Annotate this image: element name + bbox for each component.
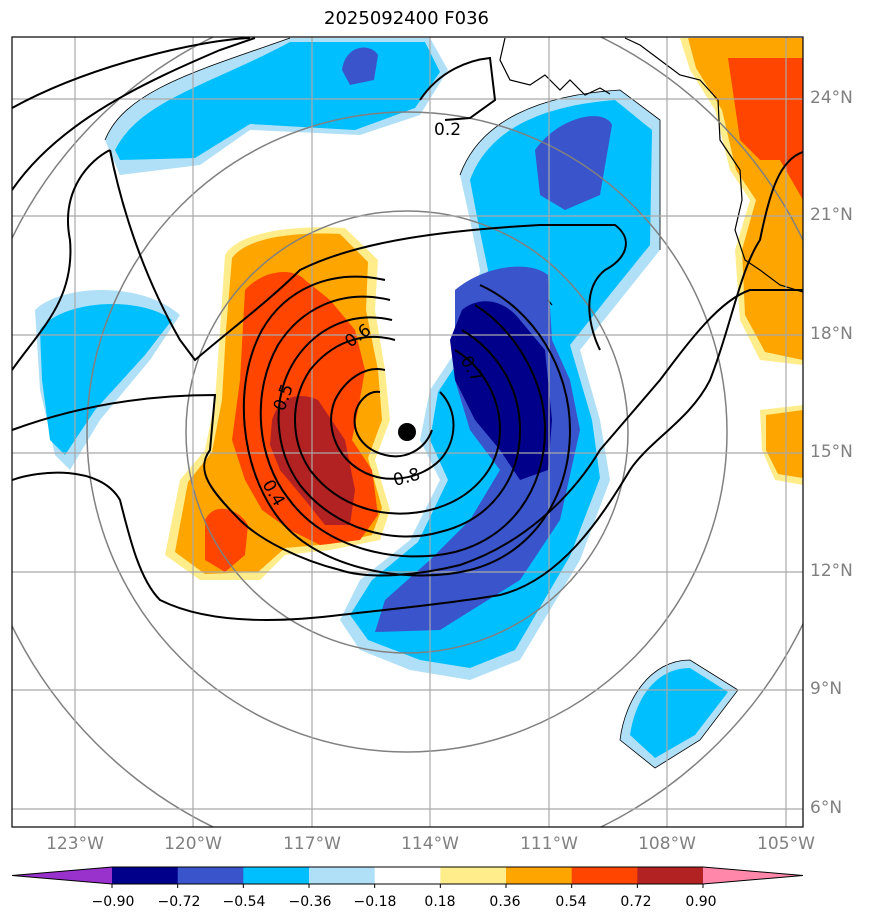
colorbar-extend-high bbox=[703, 867, 803, 884]
map-title: 2025092400 F036 bbox=[324, 8, 489, 29]
colorbar bbox=[11, 866, 804, 888]
map-frame bbox=[11, 36, 804, 828]
colorbar-tick-label: −0.18 bbox=[353, 894, 397, 910]
lon-label: 117°W bbox=[283, 834, 341, 854]
lat-label: 21°N bbox=[810, 205, 853, 225]
colorbar-tick-label: −0.90 bbox=[91, 894, 135, 910]
colorbar-tick-label: 0.54 bbox=[555, 894, 587, 910]
lat-label: 12°N bbox=[810, 561, 853, 581]
colorbar-segment bbox=[177, 867, 244, 884]
colorbar-segment bbox=[112, 867, 179, 884]
colorbar-segment bbox=[571, 867, 638, 884]
colorbar-tick-label: 0.18 bbox=[424, 894, 456, 910]
lon-label: 111°W bbox=[520, 834, 578, 854]
colorbar-segment bbox=[309, 867, 376, 884]
colorbar-tick-label: −0.54 bbox=[222, 894, 266, 910]
graticule bbox=[12, 37, 803, 827]
lat-label: 15°N bbox=[810, 442, 853, 462]
lat-label: 18°N bbox=[810, 324, 853, 344]
colorbar-segment bbox=[637, 867, 704, 884]
colorbar-tick-label: 0.36 bbox=[489, 894, 521, 910]
lat-label: 24°N bbox=[810, 88, 853, 108]
colorbar-tick-label: −0.72 bbox=[157, 894, 201, 910]
lon-label: 114°W bbox=[401, 834, 459, 854]
colorbar-tick-label: −0.36 bbox=[288, 894, 332, 910]
storm-center-marker bbox=[398, 423, 416, 441]
colorbar-segment bbox=[440, 867, 507, 884]
lat-label: 6°N bbox=[810, 798, 843, 818]
colorbar-extend-low bbox=[12, 867, 112, 884]
contour-label: 0.2 bbox=[434, 120, 461, 140]
colorbar-segment bbox=[243, 867, 310, 884]
lon-label: 123°W bbox=[46, 834, 104, 854]
colorbar-segment bbox=[374, 867, 441, 884]
lon-label: 105°W bbox=[757, 834, 815, 854]
colorbar-tick-label: 0.90 bbox=[685, 894, 717, 910]
lon-label: 108°W bbox=[638, 834, 696, 854]
colorbar-segment bbox=[506, 867, 573, 884]
lat-label: 9°N bbox=[810, 679, 843, 699]
colorbar-tick-label: 0.72 bbox=[620, 894, 652, 910]
lon-label: 120°W bbox=[164, 834, 222, 854]
